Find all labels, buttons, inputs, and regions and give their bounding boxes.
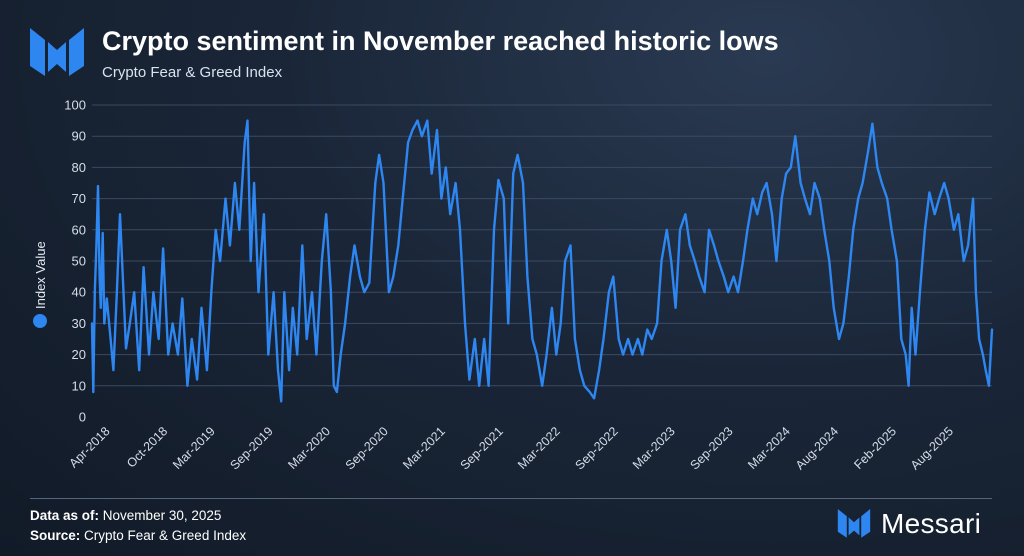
x-tick-label: Mar-2022: [515, 424, 563, 472]
x-tick-label: Mar-2020: [285, 424, 333, 472]
brand-name: Messari: [881, 508, 982, 539]
y-tick-label: 80: [72, 160, 86, 175]
chart-title: Crypto sentiment in November reached his…: [102, 26, 779, 56]
x-tick-label: Sep-2019: [228, 424, 276, 472]
y-tick-label: 0: [79, 410, 86, 425]
x-tick-label: Feb-2025: [851, 424, 899, 472]
data-as-of-value: November 30, 2025: [102, 508, 222, 523]
y-tick-label: 60: [72, 222, 86, 237]
x-tick-label: Sep-2021: [458, 424, 506, 472]
messari-brand-icon: [837, 509, 871, 538]
footer-divider: [30, 498, 992, 499]
messari-logo-icon: [30, 28, 84, 76]
source-value: Crypto Fear & Greed Index: [84, 528, 247, 543]
series-line: [90, 119, 994, 403]
source-line: Source: Crypto Fear & Greed Index: [30, 528, 246, 543]
y-axis-ticks: 0 10 20 30 40 50 60 70 80 90 100: [64, 98, 86, 425]
legend-label: Index Value: [33, 241, 48, 309]
y-tick-label: 90: [72, 129, 86, 144]
legend: Index Value: [33, 241, 48, 328]
x-tick-label: Mar-2023: [630, 424, 678, 472]
x-tick-label: Aug-2024: [793, 424, 841, 472]
x-axis-ticks: Apr-2018 Oct-2018 Mar-2019 Sep-2019 Mar-2020…: [66, 424, 956, 472]
x-tick-label: Sep-2022: [573, 424, 621, 472]
x-tick-label: Apr-2018: [66, 424, 112, 470]
y-tick-label: 70: [72, 191, 86, 206]
chart-subtitle: Crypto Fear & Greed Index: [102, 64, 283, 81]
y-tick-label: 10: [72, 378, 86, 393]
x-tick-label: Mar-2024: [745, 424, 793, 472]
x-tick-label: Oct-2018: [124, 424, 170, 470]
data-as-of: Data as of: November 30, 2025: [30, 508, 221, 523]
legend-swatch: [33, 314, 47, 328]
series-layer: [90, 119, 994, 403]
y-tick-label: 30: [72, 316, 86, 331]
grid-lines: [92, 104, 992, 387]
y-tick-label: 40: [72, 285, 86, 300]
x-tick-label: Mar-2021: [400, 424, 448, 472]
x-tick-label: Mar-2019: [170, 424, 218, 472]
y-tick-label: 20: [72, 347, 86, 362]
x-tick-label: Sep-2023: [687, 424, 735, 472]
source-label: Source:: [30, 528, 81, 543]
x-tick-label: Aug-2025: [908, 424, 956, 472]
brand-logo: Messari: [836, 506, 981, 542]
y-tick-label: 100: [64, 98, 86, 113]
x-tick-label: Sep-2020: [343, 424, 391, 472]
y-tick-label: 50: [72, 254, 86, 269]
data-as-of-label: Data as of:: [30, 508, 100, 523]
